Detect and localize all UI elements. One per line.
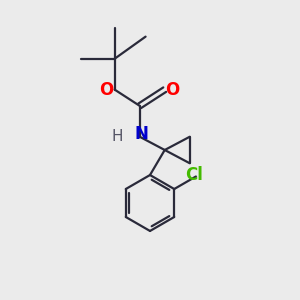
- Text: O: O: [100, 81, 114, 99]
- Text: Cl: Cl: [185, 166, 203, 184]
- Text: O: O: [166, 81, 180, 99]
- Text: H: H: [112, 129, 123, 144]
- Text: N: N: [134, 125, 148, 143]
